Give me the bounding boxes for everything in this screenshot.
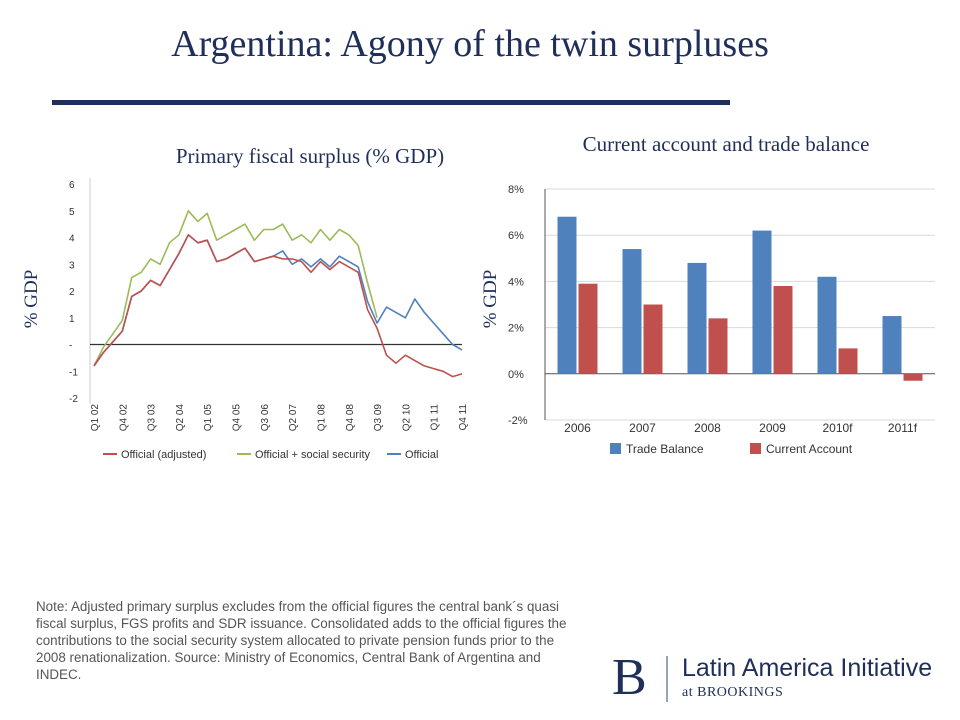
fiscal-y-tick-label: 3: [69, 260, 75, 271]
fiscal-x-tick-label: Q2 10: [401, 404, 412, 432]
account-bar: [838, 348, 858, 374]
account-chart-title: Current account and trade balance: [582, 132, 870, 156]
logo-mark: B: [612, 649, 647, 706]
account-y-tick-label: 6%: [508, 230, 524, 242]
source-note: Note: Adjusted primary surplus excludes …: [36, 599, 567, 682]
fiscal-y-tick-label: -: [69, 341, 72, 352]
account-y-tick-label: -2%: [508, 415, 528, 427]
account-x-tick-label: 2008: [694, 421, 721, 435]
fiscal-chart-title: Primary fiscal surplus (% GDP): [175, 144, 445, 168]
account-x-tick-label: 2007: [629, 421, 656, 435]
account-legend-swatch: [610, 443, 621, 454]
account-bar: [687, 262, 707, 374]
account-legend-label: Current Account: [766, 442, 853, 456]
account-x-tick-label: 2009: [759, 421, 786, 435]
fiscal-y-tick-label: 5: [69, 207, 75, 218]
logo-divider: [666, 656, 668, 702]
fiscal-x-tick-label: Q4 05: [232, 404, 243, 432]
account-y-tick-label: 8%: [508, 184, 524, 196]
brookings-logo: B Latin America Initiative at BROOKINGS: [612, 650, 952, 706]
account-bar: [643, 304, 663, 374]
fiscal-x-tick-label: Q4 02: [118, 404, 129, 432]
fiscal-series-line: [93, 234, 463, 378]
fiscal-x-tick-label: Q1 11: [430, 404, 441, 431]
logo-name: Latin America Initiative: [682, 654, 933, 682]
fiscal-legend-label: Official (adjusted): [121, 449, 206, 461]
slide-title: Argentina: Agony of the twin surpluses: [171, 23, 769, 65]
fiscal-y-tick-label: -2: [69, 394, 78, 405]
fiscal-x-tick-label: Q4 11: [458, 404, 469, 431]
account-y-tick-label: 4%: [508, 276, 524, 288]
fiscal-x-tick-label: Q2 07: [288, 404, 299, 432]
account-y-tick-label: 0%: [508, 369, 524, 381]
account-bar: [773, 286, 793, 374]
account-x-tick-label: 2010f: [822, 421, 853, 435]
account-bar: [622, 249, 642, 374]
fiscal-x-tick-label: Q3 06: [260, 404, 271, 432]
fiscal-y-tick-label: 4: [69, 234, 75, 245]
fiscal-y-tick-label: -1: [69, 367, 78, 378]
fiscal-x-tick-label: Q1 08: [316, 404, 327, 432]
fiscal-x-tick-label: Q3 09: [373, 404, 384, 432]
fiscal-legend-label: Official + social security: [255, 449, 371, 461]
account-legend-swatch: [750, 443, 761, 454]
fiscal-y-tick-label: 6: [69, 180, 75, 191]
fiscal-x-tick-label: Q2 04: [175, 404, 186, 432]
account-bar: [817, 276, 837, 374]
account-legend-label: Trade Balance: [626, 442, 704, 456]
fiscal-x-tick-label: Q3 03: [147, 404, 158, 432]
account-bar: [578, 283, 598, 374]
logo-subtitle: at BROOKINGS: [682, 685, 784, 700]
account-bar: [903, 373, 923, 381]
fiscal-y-tick-label: 2: [69, 287, 75, 298]
title-underline: [52, 100, 730, 105]
fiscal-legend-label: Official: [405, 449, 438, 461]
account-x-tick-label: 2006: [564, 421, 591, 435]
fiscal-x-tick-label: Q1 02: [90, 404, 101, 432]
fiscal-y-tick-label: 1: [69, 314, 75, 325]
account-bar: [708, 318, 728, 374]
account-x-tick-label: 2011f: [888, 421, 918, 435]
account-bar: [882, 316, 902, 374]
fiscal-series-line: [93, 210, 378, 367]
account-y-tick-label: 2%: [508, 323, 524, 335]
fiscal-x-tick-label: Q4 08: [345, 404, 356, 432]
account-bar: [752, 230, 772, 374]
account-bar: [557, 216, 577, 374]
fiscal-x-tick-label: Q1 05: [203, 404, 214, 432]
